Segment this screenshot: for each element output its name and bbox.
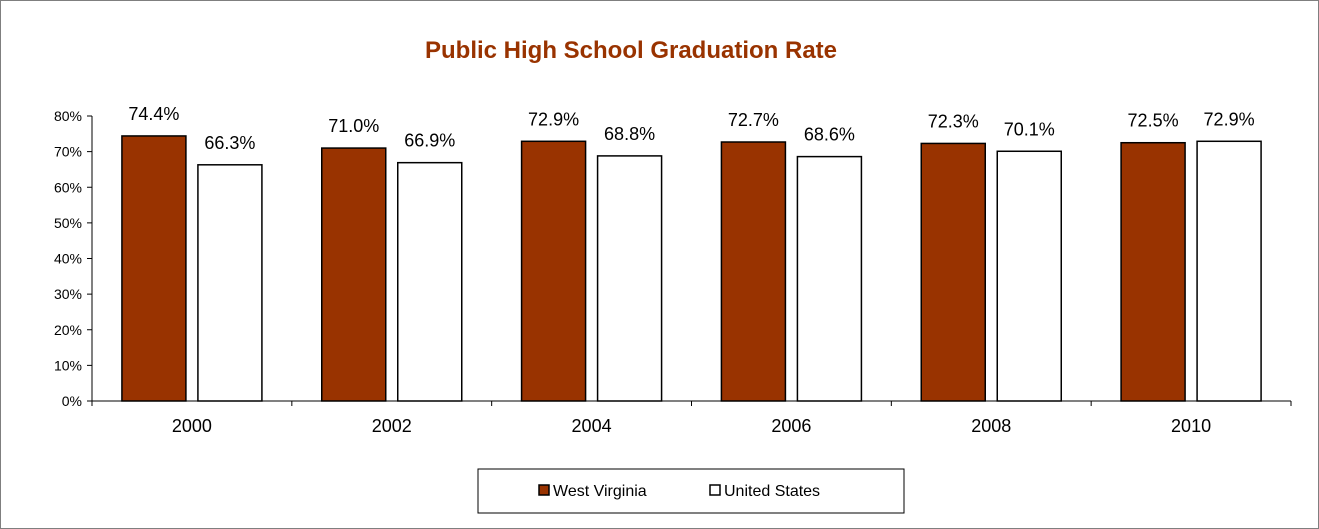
data-label: 66.3% xyxy=(204,133,255,153)
legend-swatch-west-virginia xyxy=(538,484,550,496)
y-tick-label: 80% xyxy=(54,108,82,124)
data-label: 66.9% xyxy=(404,131,455,151)
data-label: 72.5% xyxy=(1128,111,1179,131)
data-label: 68.8% xyxy=(604,124,655,144)
bar-west-virginia xyxy=(520,140,587,402)
data-label: 70.1% xyxy=(1004,119,1055,139)
chart-title: Public High School Graduation Rate xyxy=(425,37,837,64)
data-label: 68.6% xyxy=(804,125,855,145)
axes: 0% 10% 20% 30% 40% 50% 60% 70% 80% 2000 2002 2004 20… xyxy=(54,108,1292,436)
bar-united-states xyxy=(1196,140,1262,402)
bars xyxy=(121,135,1262,402)
x-tick-label: 2008 xyxy=(971,416,1011,436)
y-tick-label: 30% xyxy=(54,286,82,302)
y-tick-label: 10% xyxy=(54,357,82,373)
x-tick-label: 2006 xyxy=(771,416,811,436)
bar-united-states xyxy=(796,155,863,402)
y-tick-label: 70% xyxy=(54,144,82,160)
bar-united-states xyxy=(596,155,663,402)
legend-label: United States xyxy=(724,483,820,500)
bar-west-virginia xyxy=(121,135,187,402)
bar-west-virginia xyxy=(920,142,986,402)
bar-united-states xyxy=(397,161,463,402)
y-tick-label: 20% xyxy=(54,322,82,338)
data-label: 74.4% xyxy=(128,104,179,124)
bar-west-virginia xyxy=(720,141,787,402)
y-tick-label: 60% xyxy=(54,179,82,195)
data-label: 72.3% xyxy=(928,111,979,131)
x-tick-label: 2004 xyxy=(572,416,612,436)
x-tick-label: 2002 xyxy=(372,416,412,436)
bar-west-virginia xyxy=(321,147,387,402)
y-tick-label: 50% xyxy=(54,215,82,231)
x-tick-label: 2010 xyxy=(1171,416,1211,436)
data-label: 72.7% xyxy=(728,110,779,130)
legend: West Virginia United States xyxy=(477,468,905,514)
y-tick-label: 0% xyxy=(62,393,82,409)
legend-label: West Virginia xyxy=(553,483,647,500)
data-label: 72.9% xyxy=(1204,109,1255,129)
data-label: 72.9% xyxy=(528,109,579,129)
bar-united-states xyxy=(996,150,1062,402)
bar-west-virginia xyxy=(1120,141,1186,402)
x-tick-label: 2000 xyxy=(172,416,212,436)
data-label: 71.0% xyxy=(328,116,379,136)
data-labels: 74.4% 66.3% 71.0% 66.9% 72.9% 68.8% 72.7% 68.6%… xyxy=(128,104,1254,153)
bar-united-states xyxy=(197,164,263,402)
y-tick-label: 40% xyxy=(54,251,82,267)
legend-swatch-united-states xyxy=(709,484,721,496)
